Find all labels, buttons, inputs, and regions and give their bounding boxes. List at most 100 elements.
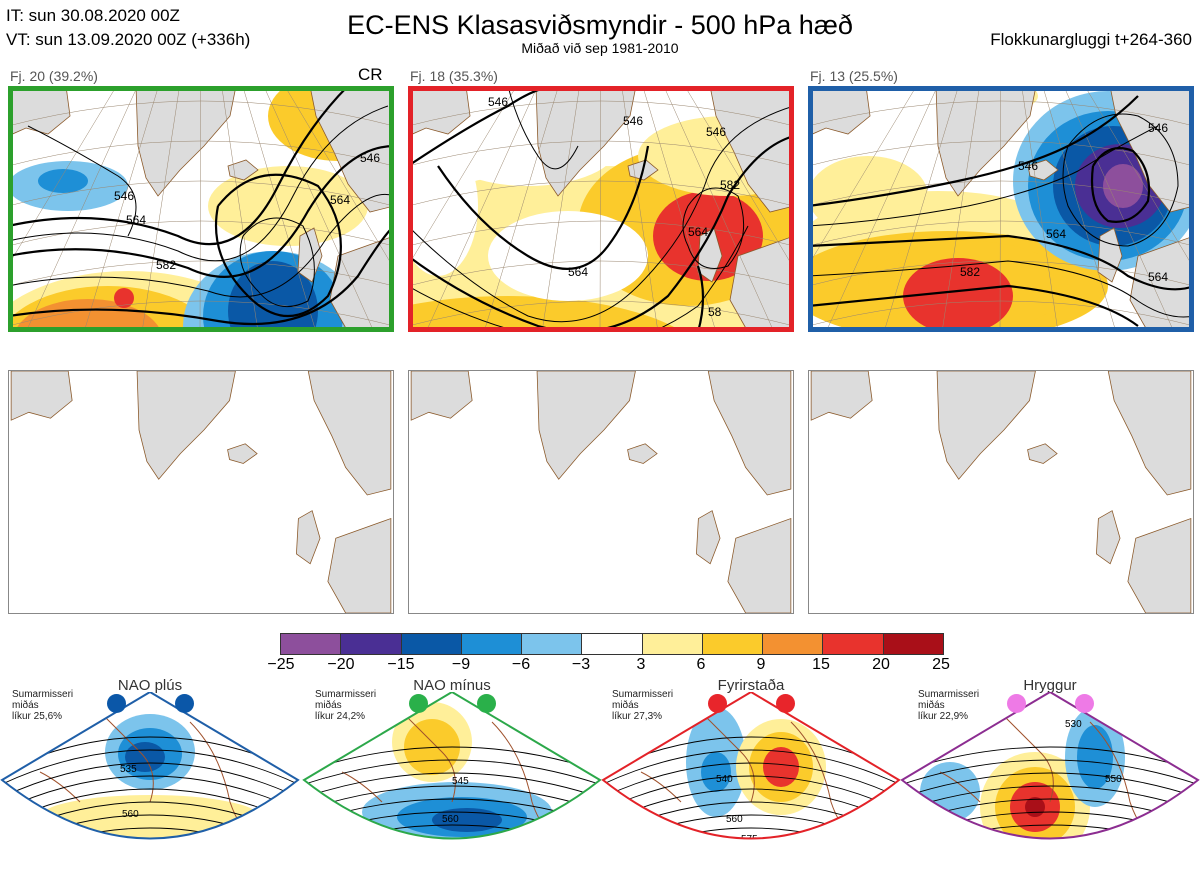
height-contour [437,145,650,270]
regime-4-note: Sumarmisseri miðás líkur 22,9% [918,689,979,722]
regime-anomaly [1025,797,1045,817]
height-contour [1090,147,1151,223]
empty-map-svg [10,371,392,613]
height-contour [214,173,342,317]
regime-fan-svg: 540 560 575 [601,690,901,870]
regime-dot-2 [477,694,496,713]
regime-contour-label: 560 [442,814,459,825]
height-contour [8,105,389,262]
height-contour [507,86,579,170]
regime-2-prob: líkur 24,2% [315,711,366,722]
regime-contour [902,772,1198,799]
height-contour [408,225,749,332]
regime-anomaly [701,752,731,792]
regime-contour [603,775,899,812]
contour-label: 564 [1148,270,1168,284]
regime-map-3: 540 560 575 [601,690,901,870]
regime-fan-svg: 535 560 [0,690,300,840]
regime-fan-svg: 545 560 575 [302,690,602,870]
colorbar-swatch [823,634,884,654]
regime-dot-2 [175,694,194,713]
contour-label: 564 [330,193,350,207]
contour-label: 582 [960,265,980,279]
colorbar [280,633,944,655]
regime-dot-2 [1075,694,1094,713]
height-contour [682,187,745,269]
regime-map-1: 535 560 [0,690,300,870]
colorbar-tick-label: −3 [571,656,591,673]
regime-contour-label: 535 [120,764,137,775]
height-contours [808,95,1194,327]
regime-1-name: NAO plús [117,677,183,694]
regime-contour-label: 560 [122,809,139,820]
regime-2-stat: miðás [315,700,342,711]
panel-border [8,86,394,332]
regime-fan-border [0,690,300,840]
height-contour [808,234,1194,291]
colorbar-swatch [883,634,943,654]
land-shapes [408,86,794,332]
colorbar-swatch [401,634,462,654]
regime-contour-label: 540 [716,774,733,785]
height-contour [1062,113,1179,247]
regime-2-season: Sumarmisseri [315,689,377,700]
regime-contour [302,851,602,870]
cluster-map-svg: 546 546 564 582 546 564 58 [408,86,794,332]
page-subtitle: Miðað við sep 1981-2010 [521,40,679,56]
regime-map-2: 545 560 575 [302,690,602,870]
regime-fan-svg: 530 550 575 [900,690,1200,870]
regime-contour [900,851,1200,870]
colorbar-swatch [522,634,583,654]
regime-fan-border [601,690,901,840]
cluster-map-1: 546 564 582 546 564 [8,86,394,332]
contour-label: 582 [156,258,176,272]
regime-3-note: Sumarmisseri miðás líkur 27,3% [612,689,673,722]
regime-contour [2,762,298,799]
anomaly-area [408,296,683,332]
contour-label: 546 [488,95,508,109]
colorbar-tick-label: 6 [696,656,706,673]
regime-contour [304,759,600,786]
regime-4-stat: miðás [918,700,945,711]
regime-4-season: Sumarmisseri [918,689,980,700]
regime-contour [304,837,600,839]
colorbar-tick-label: 15 [812,656,830,673]
regime-contour-label: 575 [741,834,758,845]
regime-contour [603,762,899,799]
anomaly-area [903,258,1013,332]
regime-dot-1 [409,694,428,713]
empty-map-2 [408,370,794,614]
regime-dot-2 [776,694,795,713]
regime-fan-border [302,690,602,840]
height-contour [408,105,794,323]
page-title: EC-ENS Klasasviðsmyndir - 500 hPa hæð [347,10,853,40]
valid-time: VT: sun 13.09.2020 00Z (+336h) [6,30,251,49]
regime-contour-label: 575 [1095,832,1112,843]
regime-3-prob: líkur 27,3% [612,711,663,722]
contour-label: 582 [720,178,740,192]
colorbar-tick-label: −9 [451,656,471,673]
cluster-map-3: 546 564 582 546 564 [808,86,1194,332]
regime-1-season: Sumarmisseri [12,689,74,700]
contour-label: 564 [126,213,146,227]
colorbar-tick-label: −20 [327,656,355,673]
regime-1-stat: miðás [12,700,39,711]
colorbar-swatch [341,634,402,654]
regime-contour [603,749,899,786]
regime-contour [902,746,1198,773]
empty-map-1 [8,370,394,614]
land-shapes [410,371,792,613]
regime-contour [601,841,901,870]
height-contour [8,225,394,326]
contour-label: 546 [360,151,380,165]
regime-contour [902,837,1198,839]
contour-label: 564 [568,265,588,279]
colorbar-tick-label: −6 [511,656,531,673]
regime-contour [902,824,1198,839]
contour-label: 546 [1018,159,1038,173]
height-contour [408,134,794,332]
regime-1-prob: líkur 25,6% [12,711,63,722]
regime-4-name: Hryggur [1023,677,1077,694]
colorbar-tick-label: −25 [267,656,295,673]
regime-3-stat: miðás [612,700,639,711]
